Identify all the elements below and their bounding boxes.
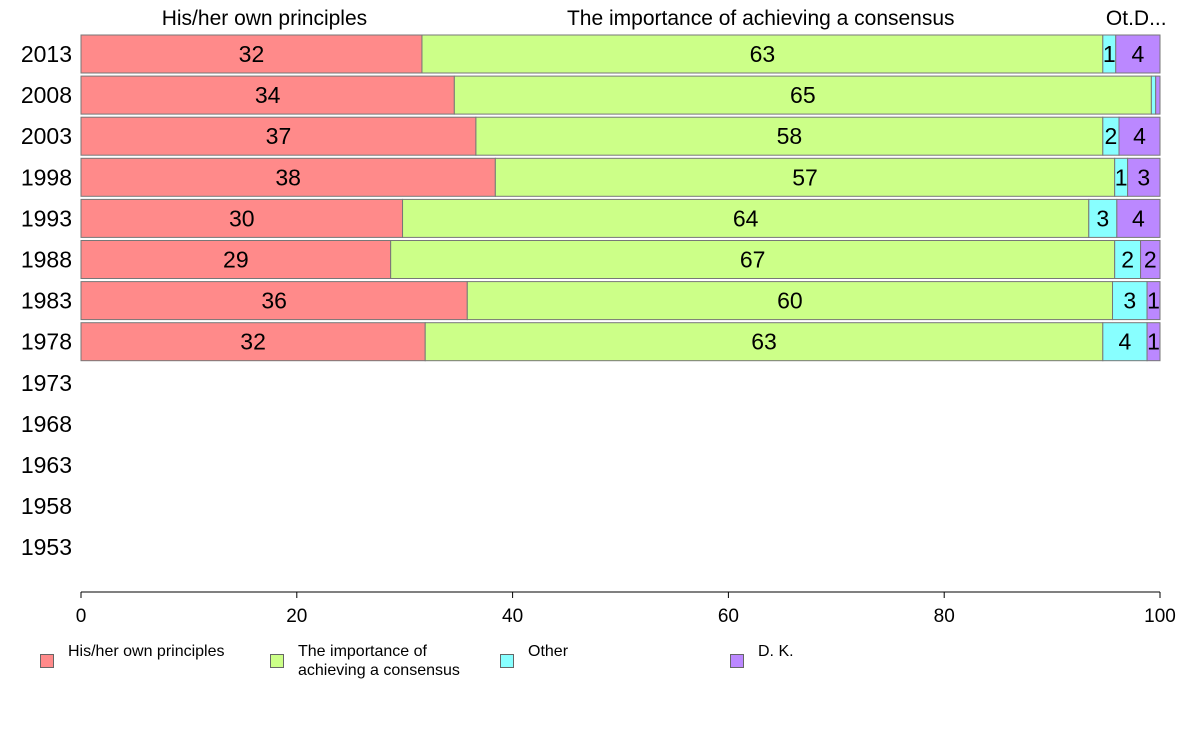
data-label-2003-series-1: 58	[777, 123, 803, 149]
bar-1983-series-1	[466, 281, 1114, 321]
data-label-2013-series-1: 63	[750, 41, 776, 67]
top-label-1: The importance of achieving a consensus	[567, 7, 955, 30]
category-label-1983: 1983	[21, 288, 72, 314]
bar-1988-series-2	[1114, 240, 1142, 279]
data-label-2003-series-3: 4	[1133, 123, 1146, 149]
top-label-2: Ot.D...	[1106, 7, 1167, 30]
data-label-2013-series-2: 1	[1103, 41, 1116, 67]
bar-2013-series-3	[1115, 34, 1161, 74]
data-label-2008-series-0: 34	[255, 82, 281, 108]
x-tick-label-0: 0	[76, 606, 87, 627]
data-label-1993-series-3: 4	[1132, 205, 1145, 231]
data-label-1998-series-2: 1	[1115, 164, 1128, 190]
bar-1983-series-3	[1146, 281, 1161, 321]
data-label-1983-series-0: 36	[261, 288, 287, 314]
chart-svg: His/her own principles The importance of …	[21, 7, 1176, 627]
category-label-1998: 1998	[21, 164, 72, 190]
data-label-1983-series-1: 60	[777, 288, 803, 314]
data-label-1983-series-3: 1	[1147, 288, 1160, 314]
category-label-2003: 2003	[21, 123, 72, 149]
data-label-1978-series-3: 1	[1147, 329, 1160, 355]
category-label-1958: 1958	[21, 493, 72, 519]
data-label-1978-series-1: 63	[751, 329, 777, 355]
bar-2008-series-1	[453, 75, 1152, 115]
x-tick-label-20: 20	[286, 606, 307, 627]
data-label-1978-series-0: 32	[240, 329, 266, 355]
bar-2003-series-3	[1118, 116, 1161, 156]
bar-1998-series-1	[494, 157, 1116, 197]
x-tick-label-40: 40	[502, 606, 523, 627]
bar-1998-series-0	[80, 157, 496, 197]
data-label-2013-series-3: 4	[1131, 41, 1144, 67]
bar-1978-series-1	[424, 322, 1104, 362]
top-label-0: His/her own principles	[162, 7, 367, 30]
legend: His/her own principles The importance of…	[0, 642, 1188, 692]
legend-item-consensus: The importance of achieving a consensus	[270, 642, 460, 680]
bar-2008-series-3	[1155, 75, 1161, 115]
category-label-1953: 1953	[21, 534, 72, 560]
x-tick-label-60: 60	[718, 606, 739, 627]
data-label-1998-series-3: 3	[1137, 164, 1150, 190]
legend-swatch-consensus	[270, 654, 284, 668]
category-label-2008: 2008	[21, 82, 72, 108]
legend-label-dk: D. K.	[758, 643, 794, 660]
data-label-1993-series-0: 30	[229, 205, 255, 231]
legend-label-other: Other	[528, 643, 569, 660]
data-label-1988-series-2: 2	[1121, 247, 1134, 273]
data-label-1978-series-2: 4	[1119, 329, 1132, 355]
category-label-1978: 1978	[21, 329, 72, 355]
data-label-1993-series-2: 3	[1096, 205, 1109, 231]
x-tick-label-100: 100	[1144, 606, 1176, 627]
data-label-2008-series-1: 65	[790, 82, 816, 108]
x-tick-label-80: 80	[934, 606, 955, 627]
bar-2013-series-1	[421, 34, 1104, 74]
legend-swatch-own-principles	[40, 654, 54, 668]
bar-2003-series-0	[80, 116, 477, 156]
category-label-1988: 1988	[21, 247, 72, 273]
category-label-1993: 1993	[21, 205, 72, 231]
data-label-1988-series-3: 2	[1144, 247, 1157, 273]
bar-1998-series-3	[1127, 157, 1161, 197]
legend-swatch-other	[500, 654, 514, 668]
legend-label-own-principles: His/her own principles	[68, 643, 225, 660]
legend-swatch-dk	[730, 654, 744, 668]
category-label-2013: 2013	[21, 41, 72, 67]
data-label-1988-series-0: 29	[223, 247, 249, 273]
bar-2013-series-0	[80, 34, 423, 74]
bar-1993-series-3	[1116, 198, 1161, 238]
data-label-1998-series-0: 38	[275, 164, 301, 190]
data-label-1988-series-1: 67	[740, 247, 766, 273]
bar-1988-series-1	[390, 240, 1116, 279]
legend-label-consensus: The importance of achieving a consensus	[298, 643, 460, 679]
legend-item-own-principles: His/her own principles	[40, 642, 225, 668]
category-label-1968: 1968	[21, 411, 72, 437]
bar-1993-series-1	[402, 198, 1090, 238]
bar-2008-series-0	[80, 75, 455, 115]
data-label-2013-series-0: 32	[239, 41, 265, 67]
bar-1983-series-2	[1112, 281, 1148, 321]
bar-1978-series-3	[1146, 322, 1161, 362]
data-label-1993-series-1: 64	[733, 205, 759, 231]
category-label-1963: 1963	[21, 452, 72, 478]
data-label-1983-series-2: 3	[1123, 288, 1136, 314]
category-label-1973: 1973	[21, 370, 72, 396]
bar-1978-series-2	[1102, 322, 1148, 362]
bar-1988-series-3	[1140, 240, 1161, 279]
data-label-2003-series-2: 2	[1105, 123, 1118, 149]
bar-1988-series-0	[80, 240, 392, 279]
data-label-2003-series-0: 37	[266, 123, 292, 149]
data-label-1998-series-1: 57	[792, 164, 818, 190]
bar-2003-series-1	[475, 116, 1104, 156]
legend-item-dk: D. K.	[730, 642, 794, 668]
legend-item-other: Other	[500, 642, 568, 668]
bar-2008-series-2	[1150, 75, 1157, 115]
